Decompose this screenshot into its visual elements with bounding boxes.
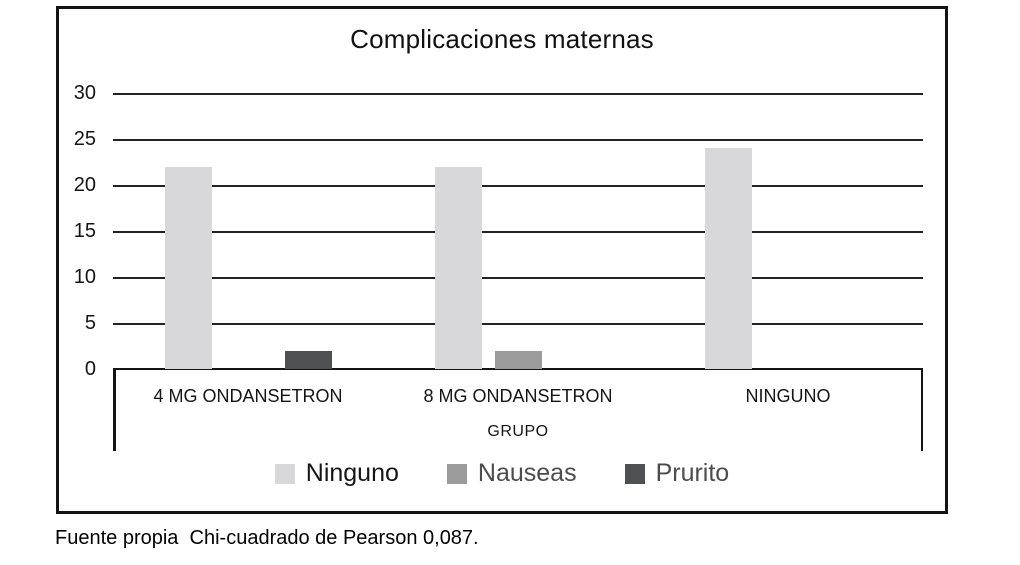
bar-nauseas-1	[494, 350, 542, 369]
legend-item-nauseas: Nauseas	[446, 459, 577, 488]
y-axis-tick-label-25: 25	[73, 128, 96, 150]
bar-group-1	[383, 93, 653, 369]
legend-swatch-prurito	[624, 463, 645, 484]
y-axis-tick-label-0: 0	[84, 358, 96, 380]
x-axis-category-label-0: 4 MG ONDANSETRON	[153, 386, 343, 406]
axis-bracket-left	[113, 369, 116, 451]
axis-bracket-right	[920, 369, 923, 451]
legend-label-ninguno: Ninguno	[305, 459, 399, 487]
source-note: Fuente propia Chi-cuadrado de Pearson 0,…	[55, 527, 479, 549]
legend-label-nauseas: Nauseas	[477, 459, 577, 487]
gridline-30	[113, 93, 923, 95]
gridline-5	[113, 323, 923, 325]
y-axis-tick-label-15: 15	[73, 220, 96, 242]
x-axis-category-label-1: 8 MG ONDANSETRON	[423, 386, 613, 406]
y-axis-tick-label-20: 20	[73, 174, 96, 196]
gridline-20	[113, 185, 923, 187]
y-axis-tick-label-5: 5	[84, 312, 96, 334]
x-axis-title: GRUPO	[487, 423, 549, 440]
gridline-10	[113, 277, 923, 279]
bar-ninguno-0	[164, 166, 212, 369]
chart-title: Complicaciones maternas	[350, 24, 654, 54]
x-axis-category-label-2: NINGUNO	[745, 386, 831, 406]
legend-swatch-nauseas	[446, 463, 467, 484]
y-axis-tick-label-10: 10	[73, 266, 96, 288]
bar-ninguno-1	[434, 166, 482, 369]
bar-group-2	[653, 93, 923, 369]
legend-swatch-ninguno	[274, 463, 295, 484]
bar-ninguno-2	[704, 148, 752, 369]
legend: Ninguno Nauseas Prurito	[56, 459, 948, 488]
gridline-25	[113, 139, 923, 141]
bar-group-0	[113, 93, 383, 369]
legend-item-ninguno: Ninguno	[274, 459, 399, 488]
legend-item-prurito: Prurito	[624, 459, 730, 488]
gridline-15	[113, 231, 923, 233]
legend-label-prurito: Prurito	[655, 459, 730, 487]
y-axis-tick-label-30: 30	[73, 82, 96, 104]
bar-prurito-0	[284, 350, 332, 369]
